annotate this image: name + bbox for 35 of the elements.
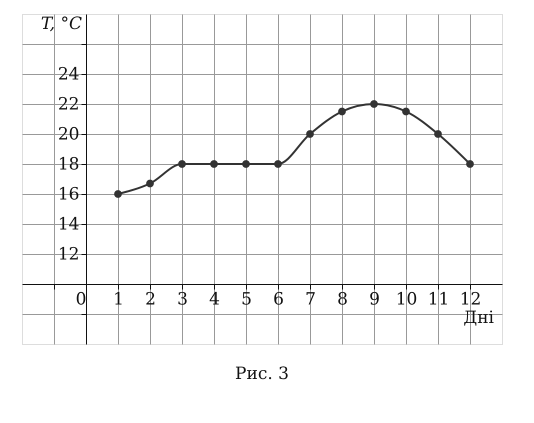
- x-axis-title: Дні: [463, 308, 495, 328]
- x-tick-label: 10: [396, 290, 418, 310]
- y-axis-title: T, °C: [40, 14, 82, 34]
- x-tick-label: 1: [113, 290, 124, 310]
- point: [434, 130, 442, 138]
- x-tick-label: 5: [241, 290, 252, 310]
- point: [402, 108, 410, 116]
- point: [210, 160, 218, 168]
- x-tick-label: 9: [369, 290, 380, 310]
- point: [306, 130, 314, 138]
- point: [146, 180, 154, 188]
- point: [114, 190, 122, 198]
- point: [466, 160, 474, 168]
- y-tick-label: 18: [58, 154, 80, 174]
- y-tick-label: 12: [58, 244, 80, 264]
- y-tick-label: 20: [58, 124, 80, 144]
- x-tick-label: 4: [209, 290, 220, 310]
- y-tick-label: 22: [58, 94, 80, 114]
- x-tick-label: 6: [273, 290, 284, 310]
- x-tick-label: 8: [337, 290, 348, 310]
- point: [242, 160, 250, 168]
- point: [274, 160, 282, 168]
- text: Рис. 3: [235, 364, 289, 384]
- x-tick-label: 0: [76, 290, 86, 310]
- point: [178, 160, 186, 168]
- x-tick-label: 7: [305, 290, 316, 310]
- x-tick-label: 12: [460, 290, 482, 310]
- point: [338, 108, 346, 116]
- y-tick-label: 24: [58, 64, 80, 84]
- y-tick-label: 16: [58, 184, 80, 204]
- x-tick-label: 3: [177, 290, 188, 310]
- point: [370, 100, 378, 108]
- x-tick-label: 2: [145, 290, 156, 310]
- y-tick-label: 14: [58, 214, 80, 234]
- x-tick-label: 11: [428, 290, 450, 310]
